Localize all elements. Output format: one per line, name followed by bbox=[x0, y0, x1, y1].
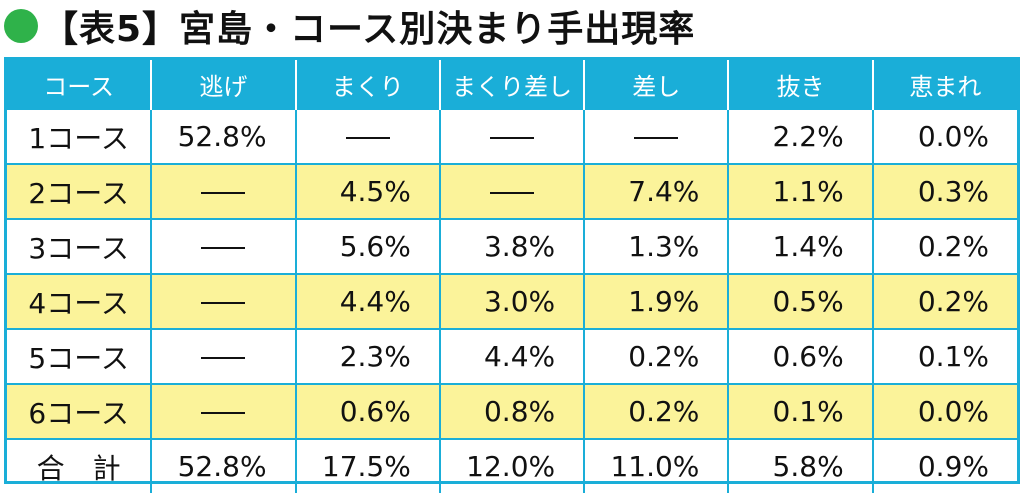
cell-nuki: 0.6% bbox=[727, 328, 873, 384]
cell-makuri: 0.6% bbox=[294, 383, 440, 439]
cell-nige bbox=[150, 328, 296, 384]
cell-megumare: 0.2% bbox=[871, 218, 1017, 274]
cell-nige bbox=[150, 383, 296, 439]
row-label-course: 1コース bbox=[7, 108, 152, 164]
cell-megumare: 0.3% bbox=[871, 163, 1017, 219]
cell-nige bbox=[150, 273, 296, 329]
cell-megumare: 0.1% bbox=[871, 328, 1017, 384]
cell-nige: 52.8% bbox=[150, 108, 296, 164]
dash-mark bbox=[489, 192, 534, 194]
row-label-course: 3コース bbox=[7, 218, 152, 274]
title-bar: 【表5】宮島・コース別決まり手出現率 bbox=[0, 0, 1024, 52]
col-header-makurizashi: まくり差し bbox=[438, 60, 585, 109]
col-header-sashi: 差し bbox=[583, 60, 729, 109]
cell-makurizashi: 0.8% bbox=[438, 383, 585, 439]
cell-makuri: 2.3% bbox=[294, 328, 440, 384]
green-dot-icon bbox=[4, 9, 38, 43]
col-header-nige: 逃げ bbox=[150, 60, 296, 109]
total-cell-makuri: 17.5% bbox=[294, 438, 440, 493]
table-row: 3コース 5.6% 3.8% 1.3% 1.4% 0.2% bbox=[7, 218, 1017, 274]
dash-mark bbox=[201, 412, 246, 414]
cell-makurizashi bbox=[438, 163, 585, 219]
cell-makurizashi: 4.4% bbox=[438, 328, 585, 384]
row-label-course: 6コース bbox=[7, 383, 152, 439]
row-label-course: 5コース bbox=[7, 328, 152, 384]
total-cell-sashi: 11.0% bbox=[583, 438, 729, 493]
table-body: 1コース 52.8% 2.2% 0.0% 2コース 4.5% 7.4% 1.1% 0.3% 3コー… bbox=[7, 108, 1017, 493]
cell-sashi bbox=[583, 108, 729, 164]
cell-nige bbox=[150, 163, 296, 219]
cell-nuki: 1.1% bbox=[727, 163, 873, 219]
cell-sashi: 1.9% bbox=[583, 273, 729, 329]
col-header-nuki: 抜き bbox=[727, 60, 873, 109]
dash-mark bbox=[201, 247, 246, 249]
total-label: 合 計 bbox=[7, 438, 152, 493]
cell-makurizashi bbox=[438, 108, 585, 164]
header-row: コース 逃げ まくり まくり差し 差し 抜き 恵まれ bbox=[7, 60, 1017, 109]
cell-megumare: 0.0% bbox=[871, 108, 1017, 164]
cell-sashi: 1.3% bbox=[583, 218, 729, 274]
row-label-course: 2コース bbox=[7, 163, 152, 219]
stats-table: コース 逃げ まくり まくり差し 差し 抜き 恵まれ 1コース 52.8% 2.2%… bbox=[7, 60, 1017, 493]
cell-makurizashi: 3.8% bbox=[438, 218, 585, 274]
dash-mark bbox=[201, 302, 246, 304]
total-cell-megumare: 0.9% bbox=[871, 438, 1017, 493]
col-header-course: コース bbox=[7, 60, 152, 109]
cell-makuri: 4.5% bbox=[294, 163, 440, 219]
total-cell-nuki: 5.8% bbox=[727, 438, 873, 493]
cell-megumare: 0.0% bbox=[871, 383, 1017, 439]
cell-nuki: 1.4% bbox=[727, 218, 873, 274]
table-row: 6コース 0.6% 0.8% 0.2% 0.1% 0.0% bbox=[7, 383, 1017, 439]
table-row: 2コース 4.5% 7.4% 1.1% 0.3% bbox=[7, 163, 1017, 219]
cell-makurizashi: 3.0% bbox=[438, 273, 585, 329]
dash-mark bbox=[489, 137, 534, 139]
row-label-course: 4コース bbox=[7, 273, 152, 329]
dash-mark bbox=[634, 137, 679, 139]
total-cell-nige: 52.8% bbox=[150, 438, 296, 493]
dash-mark bbox=[345, 137, 390, 139]
total-cell-makurizashi: 12.0% bbox=[438, 438, 585, 493]
cell-nuki: 0.5% bbox=[727, 273, 873, 329]
dash-mark bbox=[201, 192, 246, 194]
cell-makuri: 5.6% bbox=[294, 218, 440, 274]
stats-table-container: コース 逃げ まくり まくり差し 差し 抜き 恵まれ 1コース 52.8% 2.2%… bbox=[4, 57, 1020, 493]
col-header-makuri: まくり bbox=[294, 60, 440, 109]
cell-sashi: 0.2% bbox=[583, 328, 729, 384]
cell-megumare: 0.2% bbox=[871, 273, 1017, 329]
cell-nige bbox=[150, 218, 296, 274]
cell-nuki: 0.1% bbox=[727, 383, 873, 439]
table-row: 5コース 2.3% 4.4% 0.2% 0.6% 0.1% bbox=[7, 328, 1017, 384]
total-row: 合 計 52.8% 17.5% 12.0% 11.0% 5.8% 0.9% bbox=[7, 438, 1017, 493]
table-row: 4コース 4.4% 3.0% 1.9% 0.5% 0.2% bbox=[7, 273, 1017, 329]
cell-nuki: 2.2% bbox=[727, 108, 873, 164]
table-row: 1コース 52.8% 2.2% 0.0% bbox=[7, 108, 1017, 164]
dash-mark bbox=[201, 357, 246, 359]
cell-sashi: 0.2% bbox=[583, 383, 729, 439]
cell-makuri: 4.4% bbox=[294, 273, 440, 329]
page-title: 【表5】宮島・コース別決まり手出現率 bbox=[42, 9, 696, 50]
cell-makuri bbox=[294, 108, 440, 164]
cell-sashi: 7.4% bbox=[583, 163, 729, 219]
col-header-megumare: 恵まれ bbox=[871, 60, 1017, 109]
